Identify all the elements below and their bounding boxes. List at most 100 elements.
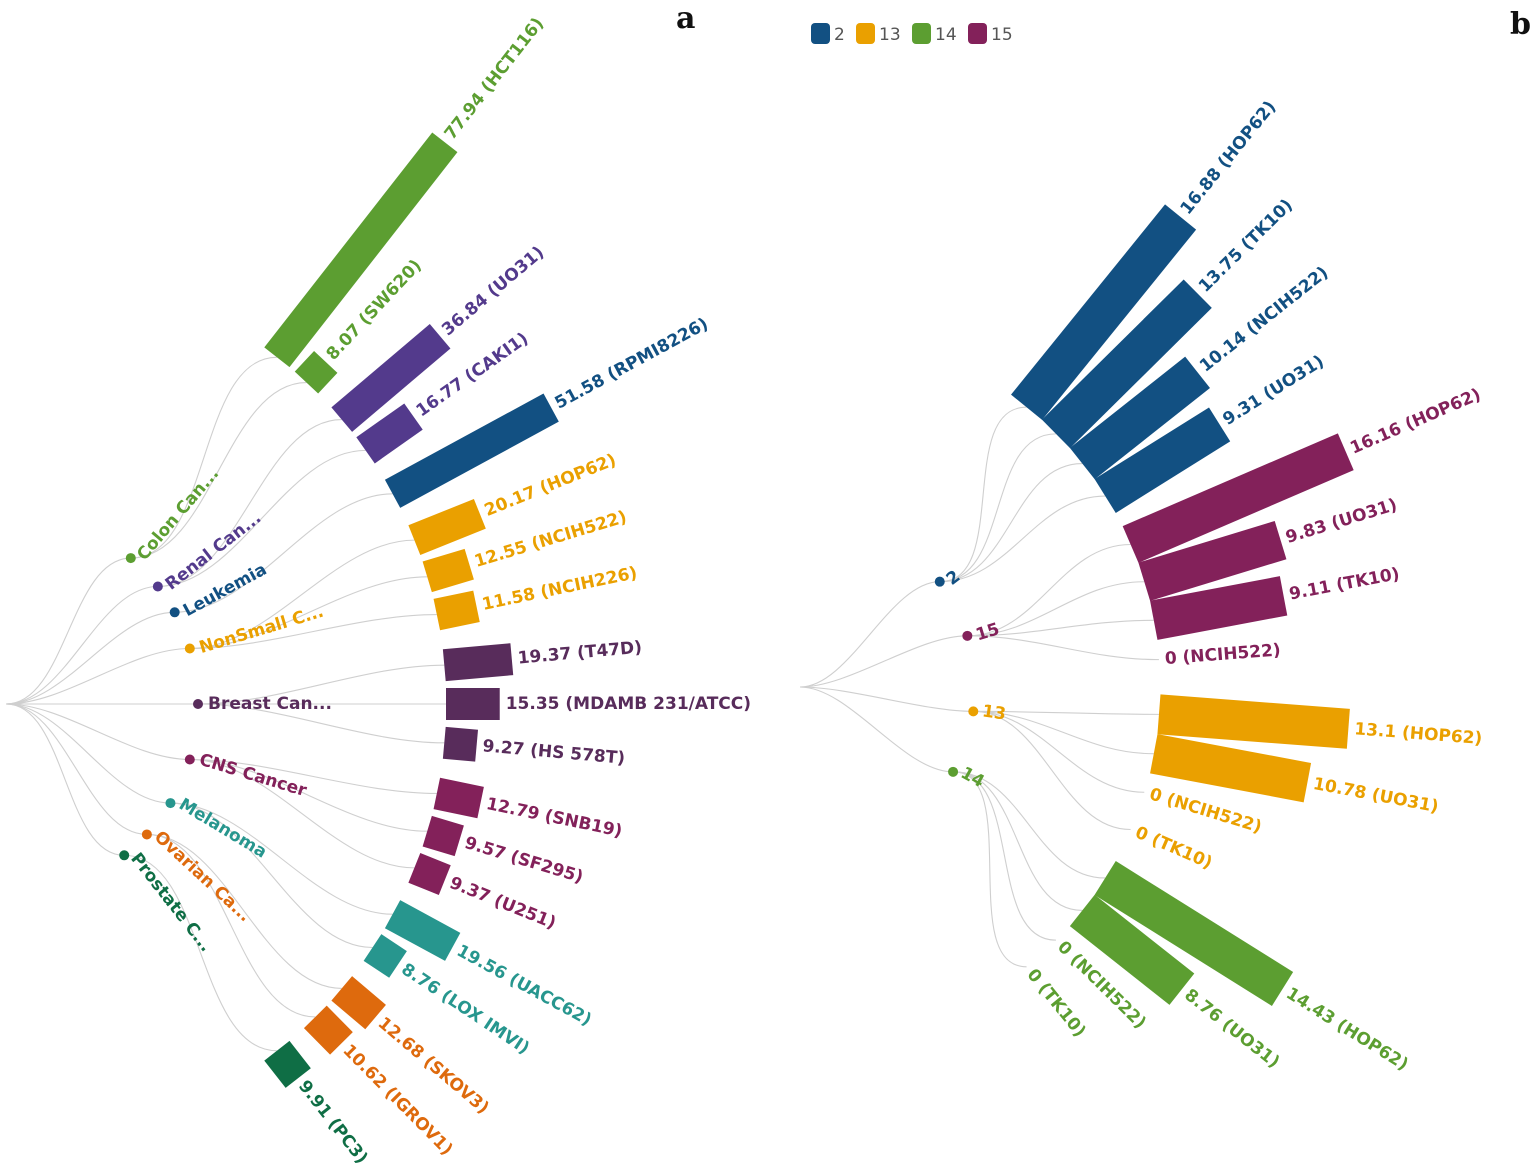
bar-series-14-0 xyxy=(1094,861,1294,1006)
link-nonsmall-c-2 xyxy=(189,613,437,650)
link-ovarian-ca-1 xyxy=(146,833,316,1018)
link-series-14-3 xyxy=(953,771,1027,968)
legend-label-15: 15 xyxy=(991,25,1013,45)
bar-breast-can-0 xyxy=(442,643,514,682)
bar-label-cns-cancer-0: 12.79 (SNB19) xyxy=(484,794,624,842)
bar-ovarian-ca-1 xyxy=(303,1005,353,1055)
group-node-melanoma xyxy=(165,798,176,809)
link-root-colon-can xyxy=(5,557,131,705)
group-label-series-15: 15 xyxy=(973,619,1001,645)
group-label-cns-cancer: CNS Cancer xyxy=(197,750,310,801)
bar-series-2-3 xyxy=(1094,407,1231,513)
bar-label-leukemia-0: 51.58 (RPMI8226) xyxy=(552,314,712,413)
legend-label-14: 14 xyxy=(935,25,957,45)
bar-series-2-1 xyxy=(1041,279,1212,449)
bar-cns-cancer-0 xyxy=(433,777,484,819)
group-node-series-2 xyxy=(934,576,945,587)
link-nonsmall-c-0 xyxy=(189,539,415,650)
bar-renal-can-0 xyxy=(331,324,451,432)
group-node-ovarian-ca xyxy=(141,829,152,840)
panel-a-letter: a xyxy=(676,1,695,36)
link-series-14-2 xyxy=(953,771,1056,941)
panel-b-radial-chart: 216.88 (HOP62)13.75 (TK10)10.14 (NCIH522… xyxy=(799,97,1484,1075)
bar-melanoma-0 xyxy=(384,900,461,961)
link-renal-can-0 xyxy=(157,419,342,588)
panel-b-links xyxy=(799,406,1159,968)
link-series-13-3 xyxy=(973,710,1131,831)
link-series-14-0 xyxy=(953,771,1106,879)
link-cns-cancer-2 xyxy=(189,758,415,869)
bar-label-series-2-0: 16.88 (HOP62) xyxy=(1177,97,1281,218)
group-node-leukemia xyxy=(169,607,180,618)
link-series-15-2 xyxy=(967,619,1154,637)
link-renal-can-1 xyxy=(157,449,366,588)
legend-label-2: 2 xyxy=(834,25,845,45)
link-prostate-c-0 xyxy=(124,854,277,1052)
group-label-breast-can: Breast Can... xyxy=(208,694,332,714)
bar-series-13-1 xyxy=(1150,734,1312,803)
legend-swatch-15 xyxy=(968,23,987,44)
bar-label-series-13-0: 13.1 (HOP62) xyxy=(1354,719,1483,749)
bar-label-series-15-1: 9.83 (UO31) xyxy=(1283,495,1399,548)
link-series-13-1 xyxy=(973,710,1154,755)
link-root-series-14 xyxy=(799,686,954,773)
link-root-cns-cancer xyxy=(5,703,190,761)
bar-label-renal-can-0: 36.84 (UO31) xyxy=(438,243,548,340)
group-node-breast-can xyxy=(193,699,203,709)
group-node-series-15 xyxy=(962,630,973,641)
bar-label-colon-can-0: 77.94 (HCT116) xyxy=(441,14,549,144)
legend-swatch-13 xyxy=(856,23,875,44)
bar-ovarian-ca-0 xyxy=(331,976,386,1030)
link-ovarian-ca-0 xyxy=(146,833,342,989)
link-root-prostate-c xyxy=(5,703,125,856)
link-series-14-1 xyxy=(953,771,1083,911)
bar-label-series-2-1: 13.75 (TK10) xyxy=(1195,195,1297,296)
bar-breast-can-1 xyxy=(446,688,500,720)
bar-nonsmall-c-0 xyxy=(408,498,486,555)
panel-b-letter: b xyxy=(1510,7,1531,42)
link-series-15-0 xyxy=(967,543,1131,637)
bar-series-15-0 xyxy=(1122,433,1354,563)
group-node-series-13 xyxy=(968,706,979,717)
link-root-leukemia xyxy=(5,611,175,705)
panel-a-radial-chart: Colon Can...77.94 (HCT116)8.07 (SW620)Re… xyxy=(5,14,751,1168)
bar-cns-cancer-1 xyxy=(422,815,464,857)
bar-label-series-15-2: 9.11 (TK10) xyxy=(1288,564,1402,604)
group-node-renal-can xyxy=(152,581,163,592)
bar-label-series-14-0: 14.43 (HOP62) xyxy=(1282,984,1411,1075)
bar-colon-can-0 xyxy=(264,132,458,368)
link-series-2-2 xyxy=(939,463,1083,583)
bar-renal-can-1 xyxy=(356,403,423,464)
bar-series-2-0 xyxy=(1011,204,1197,420)
group-label-series-13: 13 xyxy=(981,701,1007,724)
legend-swatch-14 xyxy=(912,23,931,44)
bar-cns-cancer-2 xyxy=(408,853,451,895)
bar-label-prostate-c-0: 9.91 (PC3) xyxy=(294,1077,371,1168)
bar-series-14-1 xyxy=(1069,894,1195,1005)
link-root-series-13 xyxy=(799,686,974,712)
bar-label-series-13-3: 0 (TK10) xyxy=(1132,823,1215,874)
link-series-15-3 xyxy=(967,635,1159,661)
bar-label-breast-can-1: 15.35 (MDAMB 231/ATCC) xyxy=(506,694,751,714)
group-node-series-14 xyxy=(948,766,959,777)
link-colon-can-0 xyxy=(130,356,277,559)
bar-label-series-15-0: 16.16 (HOP62) xyxy=(1347,385,1484,459)
bar-label-breast-can-2: 9.27 (HS 578T) xyxy=(482,736,626,769)
legend-label-13: 13 xyxy=(879,25,901,45)
bar-melanoma-1 xyxy=(363,934,407,978)
bar-label-cns-cancer-1: 9.57 (SF295) xyxy=(462,833,585,888)
link-series-2-1 xyxy=(939,433,1056,583)
link-root-melanoma xyxy=(5,703,171,804)
link-series-2-0 xyxy=(939,406,1027,583)
link-root-renal-can xyxy=(5,585,158,705)
link-root-series-15 xyxy=(799,635,968,688)
legend-swatch-2 xyxy=(811,23,830,44)
bar-colon-can-1 xyxy=(294,350,338,394)
bar-label-series-13-1: 10.78 (UO31) xyxy=(1311,774,1440,817)
link-breast-can-2 xyxy=(197,703,445,744)
link-melanoma-1 xyxy=(170,802,373,949)
group-node-nonsmall-c xyxy=(184,643,195,654)
bar-label-series-15-3: 0 (NCIH522) xyxy=(1164,640,1281,669)
bar-leukemia-0 xyxy=(384,393,559,508)
